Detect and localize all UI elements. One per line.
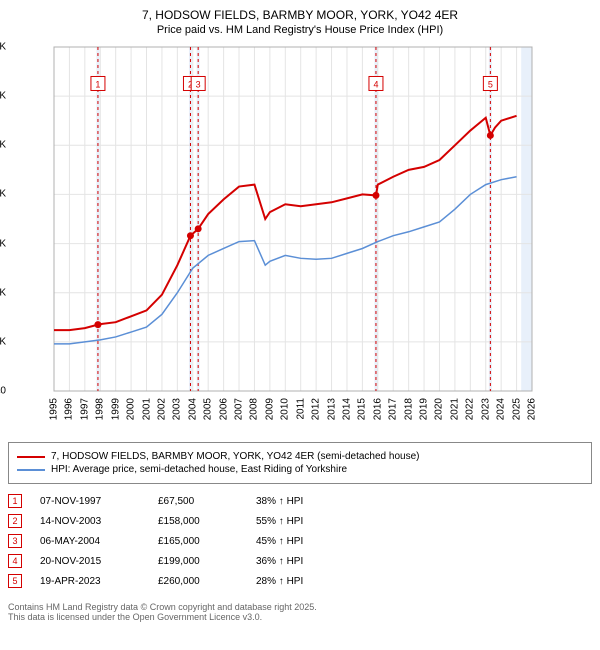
footer-line: Contains HM Land Registry data © Crown c… — [8, 602, 592, 612]
sale-delta: 38% ↑ HPI — [256, 496, 303, 507]
x-axis-label: 2004 — [187, 398, 198, 420]
x-axis-label: 2020 — [434, 398, 445, 420]
sale-point-icon — [94, 321, 101, 328]
shade-band — [374, 47, 377, 391]
x-axis-label: 2026 — [527, 398, 538, 420]
x-axis-label: 2009 — [264, 398, 275, 420]
x-axis-label: 2014 — [341, 398, 352, 420]
chart-subtitle: Price paid vs. HM Land Registry's House … — [8, 24, 592, 36]
sale-price: £260,000 — [158, 576, 238, 587]
sale-marker-icon: 1 — [8, 494, 22, 508]
sale-table: 1 07-NOV-1997 £67,500 38% ↑ HPI 2 14-NOV… — [8, 494, 592, 588]
legend-text: HPI: Average price, semi-detached house,… — [51, 464, 347, 475]
shade-band — [189, 47, 192, 391]
sale-price: £158,000 — [158, 516, 238, 527]
x-axis-label: 2015 — [357, 398, 368, 420]
chart-area: 12345£0£50K£100K£150K£200K£250K£300K£350… — [8, 44, 592, 394]
x-axis-label: 2000 — [126, 398, 137, 420]
x-axis-label: 2016 — [372, 398, 383, 420]
x-axis-label: 2017 — [388, 398, 399, 420]
sale-delta: 45% ↑ HPI — [256, 536, 303, 547]
sale-label-number: 4 — [373, 79, 378, 89]
legend-row: 7, HODSOW FIELDS, BARMBY MOOR, YORK, YO4… — [17, 451, 583, 462]
sale-date: 14-NOV-2003 — [40, 516, 140, 527]
x-axis-label: 1996 — [64, 398, 75, 420]
legend: 7, HODSOW FIELDS, BARMBY MOOR, YORK, YO4… — [8, 442, 592, 484]
y-axis-label: £100K — [0, 287, 6, 298]
footer-attribution: Contains HM Land Registry data © Crown c… — [8, 602, 592, 622]
chart-title: 7, HODSOW FIELDS, BARMBY MOOR, YORK, YO4… — [8, 8, 592, 22]
sale-marker-icon: 5 — [8, 574, 22, 588]
y-axis-label: £0 — [0, 386, 6, 397]
sale-delta: 36% ↑ HPI — [256, 556, 303, 567]
sale-point-icon — [372, 192, 379, 199]
table-row: 1 07-NOV-1997 £67,500 38% ↑ HPI — [8, 494, 592, 508]
sale-marker-icon: 4 — [8, 554, 22, 568]
sale-label-number: 5 — [488, 79, 493, 89]
y-axis-label: £50K — [0, 336, 6, 347]
x-axis-label: 2008 — [249, 398, 260, 420]
chart-svg: 12345 — [8, 44, 538, 394]
y-axis-label: £350K — [0, 42, 6, 53]
x-axis-label: 2021 — [449, 398, 460, 420]
sale-date: 06-MAY-2004 — [40, 536, 140, 547]
table-row: 3 06-MAY-2004 £165,000 45% ↑ HPI — [8, 534, 592, 548]
x-axis-label: 2013 — [326, 398, 337, 420]
legend-swatch-icon — [17, 469, 45, 471]
x-axis-label: 2001 — [141, 398, 152, 420]
x-axis-label: 1995 — [49, 398, 60, 420]
y-axis-label: £250K — [0, 140, 6, 151]
sale-point-icon — [187, 232, 194, 239]
sale-price: £165,000 — [158, 536, 238, 547]
sale-marker-icon: 3 — [8, 534, 22, 548]
y-axis-label: £200K — [0, 189, 6, 200]
x-axis-label: 2010 — [280, 398, 291, 420]
plot-border — [54, 47, 532, 391]
x-axis-label: 2012 — [311, 398, 322, 420]
table-row: 5 19-APR-2023 £260,000 28% ↑ HPI — [8, 574, 592, 588]
x-axis-label: 2024 — [496, 398, 507, 420]
sale-marker-icon: 2 — [8, 514, 22, 528]
table-row: 2 14-NOV-2003 £158,000 55% ↑ HPI — [8, 514, 592, 528]
sale-label-number: 1 — [95, 79, 100, 89]
sale-price: £199,000 — [158, 556, 238, 567]
x-axis-label: 1997 — [79, 398, 90, 420]
x-axis-label: 2011 — [295, 398, 306, 420]
x-axis-label: 1999 — [110, 398, 121, 420]
x-axis-label: 2007 — [234, 398, 245, 420]
x-axis-label: 2018 — [403, 398, 414, 420]
sale-delta: 55% ↑ HPI — [256, 516, 303, 527]
shade-band — [197, 47, 200, 391]
shade-band — [521, 47, 532, 391]
legend-swatch-icon — [17, 456, 45, 458]
sale-point-icon — [195, 225, 202, 232]
sale-price: £67,500 — [158, 496, 238, 507]
y-axis-label: £300K — [0, 91, 6, 102]
sale-point-icon — [487, 132, 494, 139]
footer-line: This data is licensed under the Open Gov… — [8, 612, 592, 622]
x-axis-label: 2025 — [511, 398, 522, 420]
table-row: 4 20-NOV-2015 £199,000 36% ↑ HPI — [8, 554, 592, 568]
y-axis-label: £150K — [0, 238, 6, 249]
legend-text: 7, HODSOW FIELDS, BARMBY MOOR, YORK, YO4… — [51, 451, 419, 462]
x-axis-label: 2002 — [156, 398, 167, 420]
sale-date: 19-APR-2023 — [40, 576, 140, 587]
x-axis-label: 2005 — [203, 398, 214, 420]
x-axis-label: 2022 — [465, 398, 476, 420]
sale-delta: 28% ↑ HPI — [256, 576, 303, 587]
shade-band — [489, 47, 492, 391]
x-axis-label: 2019 — [419, 398, 430, 420]
sale-label-number: 3 — [196, 79, 201, 89]
x-axis-label: 2023 — [480, 398, 491, 420]
sale-date: 20-NOV-2015 — [40, 556, 140, 567]
legend-row: HPI: Average price, semi-detached house,… — [17, 464, 583, 475]
x-axis-label: 2003 — [172, 398, 183, 420]
sale-date: 07-NOV-1997 — [40, 496, 140, 507]
x-axis-label: 1998 — [95, 398, 106, 420]
x-axis-label: 2006 — [218, 398, 229, 420]
